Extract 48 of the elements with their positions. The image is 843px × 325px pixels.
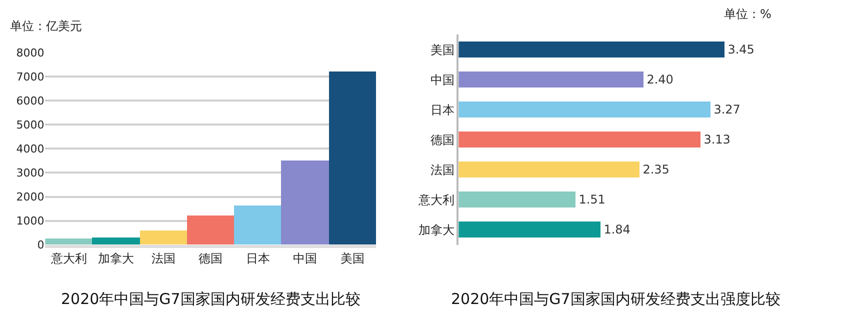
x-tick-label: 法国	[151, 251, 176, 266]
bar	[281, 160, 330, 244]
x-tick-label: 中国	[293, 251, 318, 266]
text: 单位：亿美元	[10, 19, 82, 33]
x-tick-label: 意大利	[50, 251, 87, 266]
data-label: 3.27	[714, 102, 740, 117]
y-tick-label: 中国	[430, 72, 454, 87]
text: 2020年中国与G7国家国内研发经费支出比较	[61, 290, 360, 308]
bar	[140, 230, 188, 244]
bar	[458, 132, 701, 148]
x-tick-label: 德国	[198, 251, 223, 266]
bar	[187, 215, 234, 244]
y-tick-label: 德国	[430, 133, 454, 147]
x-tick-label: 加拿大	[98, 251, 134, 266]
bar	[45, 238, 92, 244]
bar	[234, 205, 282, 244]
y-tick-label: 1000	[16, 214, 44, 228]
bar	[458, 72, 644, 88]
y-tick-label: 5000	[16, 118, 44, 132]
bar	[458, 162, 640, 178]
text: 单位：%	[724, 7, 772, 21]
y-tick-label: 8000	[16, 46, 44, 60]
data-label: 3.45	[728, 42, 754, 57]
y-tick-label: 3000	[16, 166, 44, 180]
text: 2020年中国与G7国家国内研发经费支出强度比较	[451, 290, 780, 308]
y-tick-label: 美国	[430, 42, 454, 57]
x-tick-label: 美国	[340, 251, 364, 266]
bar	[458, 192, 576, 208]
data-label: 1.51	[578, 192, 606, 207]
y-tick-label: 意大利	[417, 193, 454, 208]
y-tick-label: 日本	[430, 102, 454, 117]
bar	[458, 42, 725, 58]
y-tick-label: 法国	[430, 163, 454, 178]
x-tick-label: 日本	[246, 251, 270, 266]
y-tick-label: 0	[37, 238, 44, 252]
y-tick-label: 7000	[16, 70, 44, 84]
data-label: 3.13	[704, 132, 730, 147]
y-tick-label: 6000	[16, 94, 44, 108]
y-tick-label: 4000	[16, 142, 44, 156]
y-tick-label: 加拿大	[418, 223, 454, 238]
y-tick-label: 2000	[16, 190, 44, 204]
bar	[458, 222, 601, 238]
bar	[458, 102, 711, 118]
data-label: 2.40	[646, 72, 674, 87]
data-label: 1.84	[604, 222, 630, 237]
bar	[329, 71, 376, 244]
bar	[92, 237, 140, 244]
data-label: 2.35	[642, 162, 670, 177]
